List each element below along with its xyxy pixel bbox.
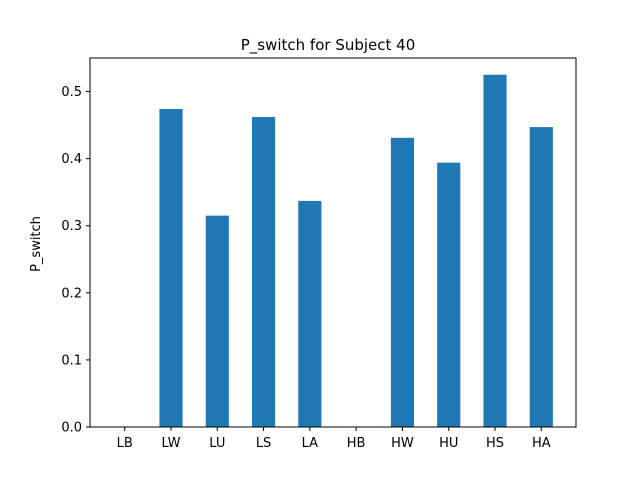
chart-title: P_switch for Subject 40	[241, 36, 416, 55]
y-tick-label: 0.5	[61, 85, 82, 100]
x-tick-label: HU	[439, 436, 458, 451]
bar-hs	[483, 74, 507, 428]
bar-hw	[390, 137, 414, 427]
x-axis: LB LW LU LS LA HB HW HU HS HA	[117, 427, 551, 451]
plot-frame	[89, 57, 577, 428]
y-tick-label: 0.4	[61, 152, 82, 167]
y-tick-label: 0.2	[61, 286, 82, 301]
x-tick-label: LU	[209, 436, 225, 451]
bar-hu	[437, 162, 461, 427]
x-tick-label: LS	[256, 436, 272, 451]
y-tick-label: 0.1	[61, 353, 82, 368]
y-tick-label: 0.3	[61, 219, 82, 234]
y-axis-label: P_switch	[29, 216, 44, 272]
bar-la	[298, 200, 322, 427]
x-tick-label: LW	[162, 436, 181, 451]
y-axis: 0.0 0.1 0.2 0.3 0.4 0.5	[61, 85, 90, 436]
x-tick-label: HW	[391, 436, 414, 451]
x-tick-label: LB	[117, 436, 133, 451]
bar-ha	[529, 127, 553, 427]
bars-group	[159, 74, 553, 428]
x-tick-label: HS	[486, 436, 504, 451]
bar-ls	[252, 117, 276, 427]
x-tick-label: LA	[302, 436, 319, 451]
bar-lw	[159, 108, 183, 428]
bar-lu	[205, 215, 229, 427]
x-tick-label: HB	[347, 436, 366, 451]
y-tick-label: 0.0	[61, 421, 82, 436]
x-tick-label: HA	[532, 436, 551, 451]
